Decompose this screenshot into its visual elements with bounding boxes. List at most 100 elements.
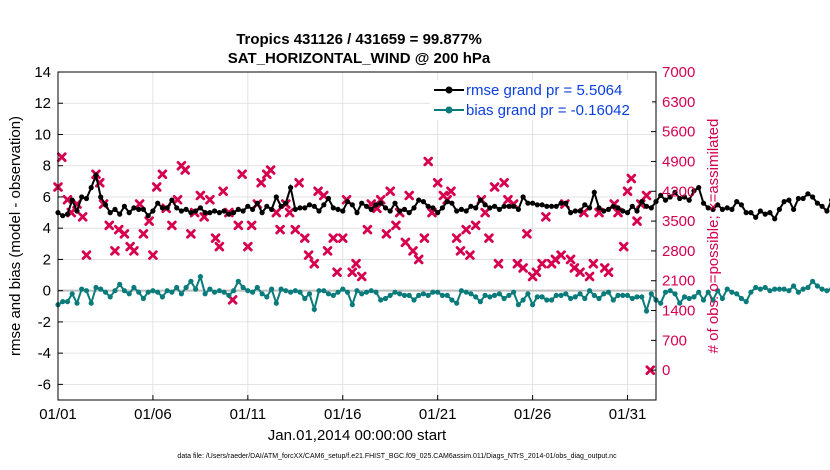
bias-point (226, 292, 232, 298)
rmse-point (392, 200, 398, 206)
rmse-point (515, 206, 522, 212)
rmse-point (643, 203, 650, 209)
bias-point (767, 288, 773, 294)
plot-area (58, 72, 656, 400)
y-tick-label: 12 (34, 95, 51, 112)
bias-point (269, 286, 275, 292)
series-layer (53, 152, 830, 375)
bias-point (610, 297, 616, 303)
bias-point (264, 294, 270, 300)
bias-point (743, 299, 749, 305)
bias-point (577, 291, 583, 297)
bias-point (193, 286, 199, 292)
rmse-point (344, 199, 351, 205)
y2-tick-label: 5600 (662, 124, 695, 141)
bias-point (553, 292, 559, 298)
obs-assimilated-marker (56, 152, 67, 162)
x-tick-label: 01/26 (514, 406, 552, 423)
bias-point (715, 288, 721, 294)
bias-point (126, 291, 132, 297)
bias-point (444, 292, 450, 298)
rmse-point (757, 208, 764, 214)
obs-assimilated-marker (205, 194, 215, 205)
obs-assimilated-marker (218, 186, 228, 197)
rmse-point (449, 200, 455, 206)
obs-assimilated-marker (632, 216, 642, 226)
x-tick-label: 01/11 (230, 406, 266, 423)
obs-assimilated-marker (144, 216, 154, 226)
bias-point (79, 286, 85, 292)
obs-assimilated-marker (446, 186, 456, 197)
rmse-point (610, 203, 616, 209)
rmse-point (250, 206, 256, 212)
rmse-point (686, 197, 692, 203)
rmse-point (269, 206, 275, 212)
y2-tick-label: 3500 (662, 213, 695, 230)
rmse-point (197, 205, 203, 211)
bias-point (340, 286, 346, 292)
bias-point (705, 289, 711, 295)
obs-assimilated-marker (575, 267, 585, 278)
rmse-point (155, 200, 161, 206)
bias-point (492, 292, 498, 298)
bias-point (824, 288, 830, 294)
rmse-point (696, 185, 702, 191)
obs-assimilated-marker (556, 250, 566, 260)
bias-point (397, 291, 403, 297)
bias-point (140, 295, 146, 302)
y2-tick-label: 6300 (662, 94, 695, 111)
obs-assimilated-marker (134, 199, 145, 209)
rmse-point (254, 200, 260, 206)
y-tick-label: -6 (38, 376, 51, 393)
obs-assimilated-marker (210, 233, 221, 243)
obs-assimilated-marker (419, 233, 430, 243)
rmse-point (397, 208, 403, 214)
obs-assimilated-marker (541, 212, 551, 222)
bias-point (150, 288, 156, 294)
obs-assimilated-marker (493, 258, 504, 269)
bias-point (382, 295, 389, 302)
bias-point (596, 295, 602, 302)
rmse-point (150, 208, 156, 214)
obs-assimilated-marker (104, 220, 115, 231)
rmse-point (444, 199, 450, 205)
rmse-point (710, 206, 716, 212)
y2-axis-label: # of obs: o=possible; ×=assimilated (705, 119, 722, 354)
bias-point (530, 302, 536, 308)
legend-box (430, 80, 652, 120)
bias-point (482, 292, 488, 298)
obs-assimilated-marker (233, 220, 244, 231)
bias-point (273, 300, 279, 306)
rmse-point (69, 197, 75, 203)
obs-assimilated-marker (451, 233, 462, 243)
x-axis-label: Jan.01,2014 00:00:00 start (268, 427, 447, 444)
bias-point (88, 300, 94, 306)
obs-assimilated-marker (484, 233, 494, 243)
bias-point (772, 286, 778, 292)
bias-point (430, 289, 436, 295)
obs-assimilated-marker (645, 365, 656, 375)
y2-tick-label: 0 (662, 362, 670, 379)
bias-point (568, 295, 574, 302)
rmse-point (454, 208, 460, 214)
rmse-point (79, 194, 85, 200)
bias-point (188, 278, 194, 284)
bias-point (501, 295, 507, 302)
obs-assimilated-marker (622, 186, 633, 197)
obs-assimilated-marker (290, 224, 301, 235)
bias-point (700, 297, 707, 303)
obs-assimilated-marker (489, 182, 500, 192)
bias-point (525, 291, 531, 297)
bias-point (330, 292, 336, 298)
rmse-point (772, 216, 778, 222)
rmse-point (235, 206, 241, 212)
rmse-point (743, 210, 749, 216)
bias-point (387, 292, 393, 298)
rmse-point (226, 211, 232, 217)
bias-point (729, 289, 735, 295)
obs-assimilated-marker (408, 246, 418, 256)
obs-assimilated-marker (347, 267, 358, 278)
bias-point (629, 295, 635, 302)
